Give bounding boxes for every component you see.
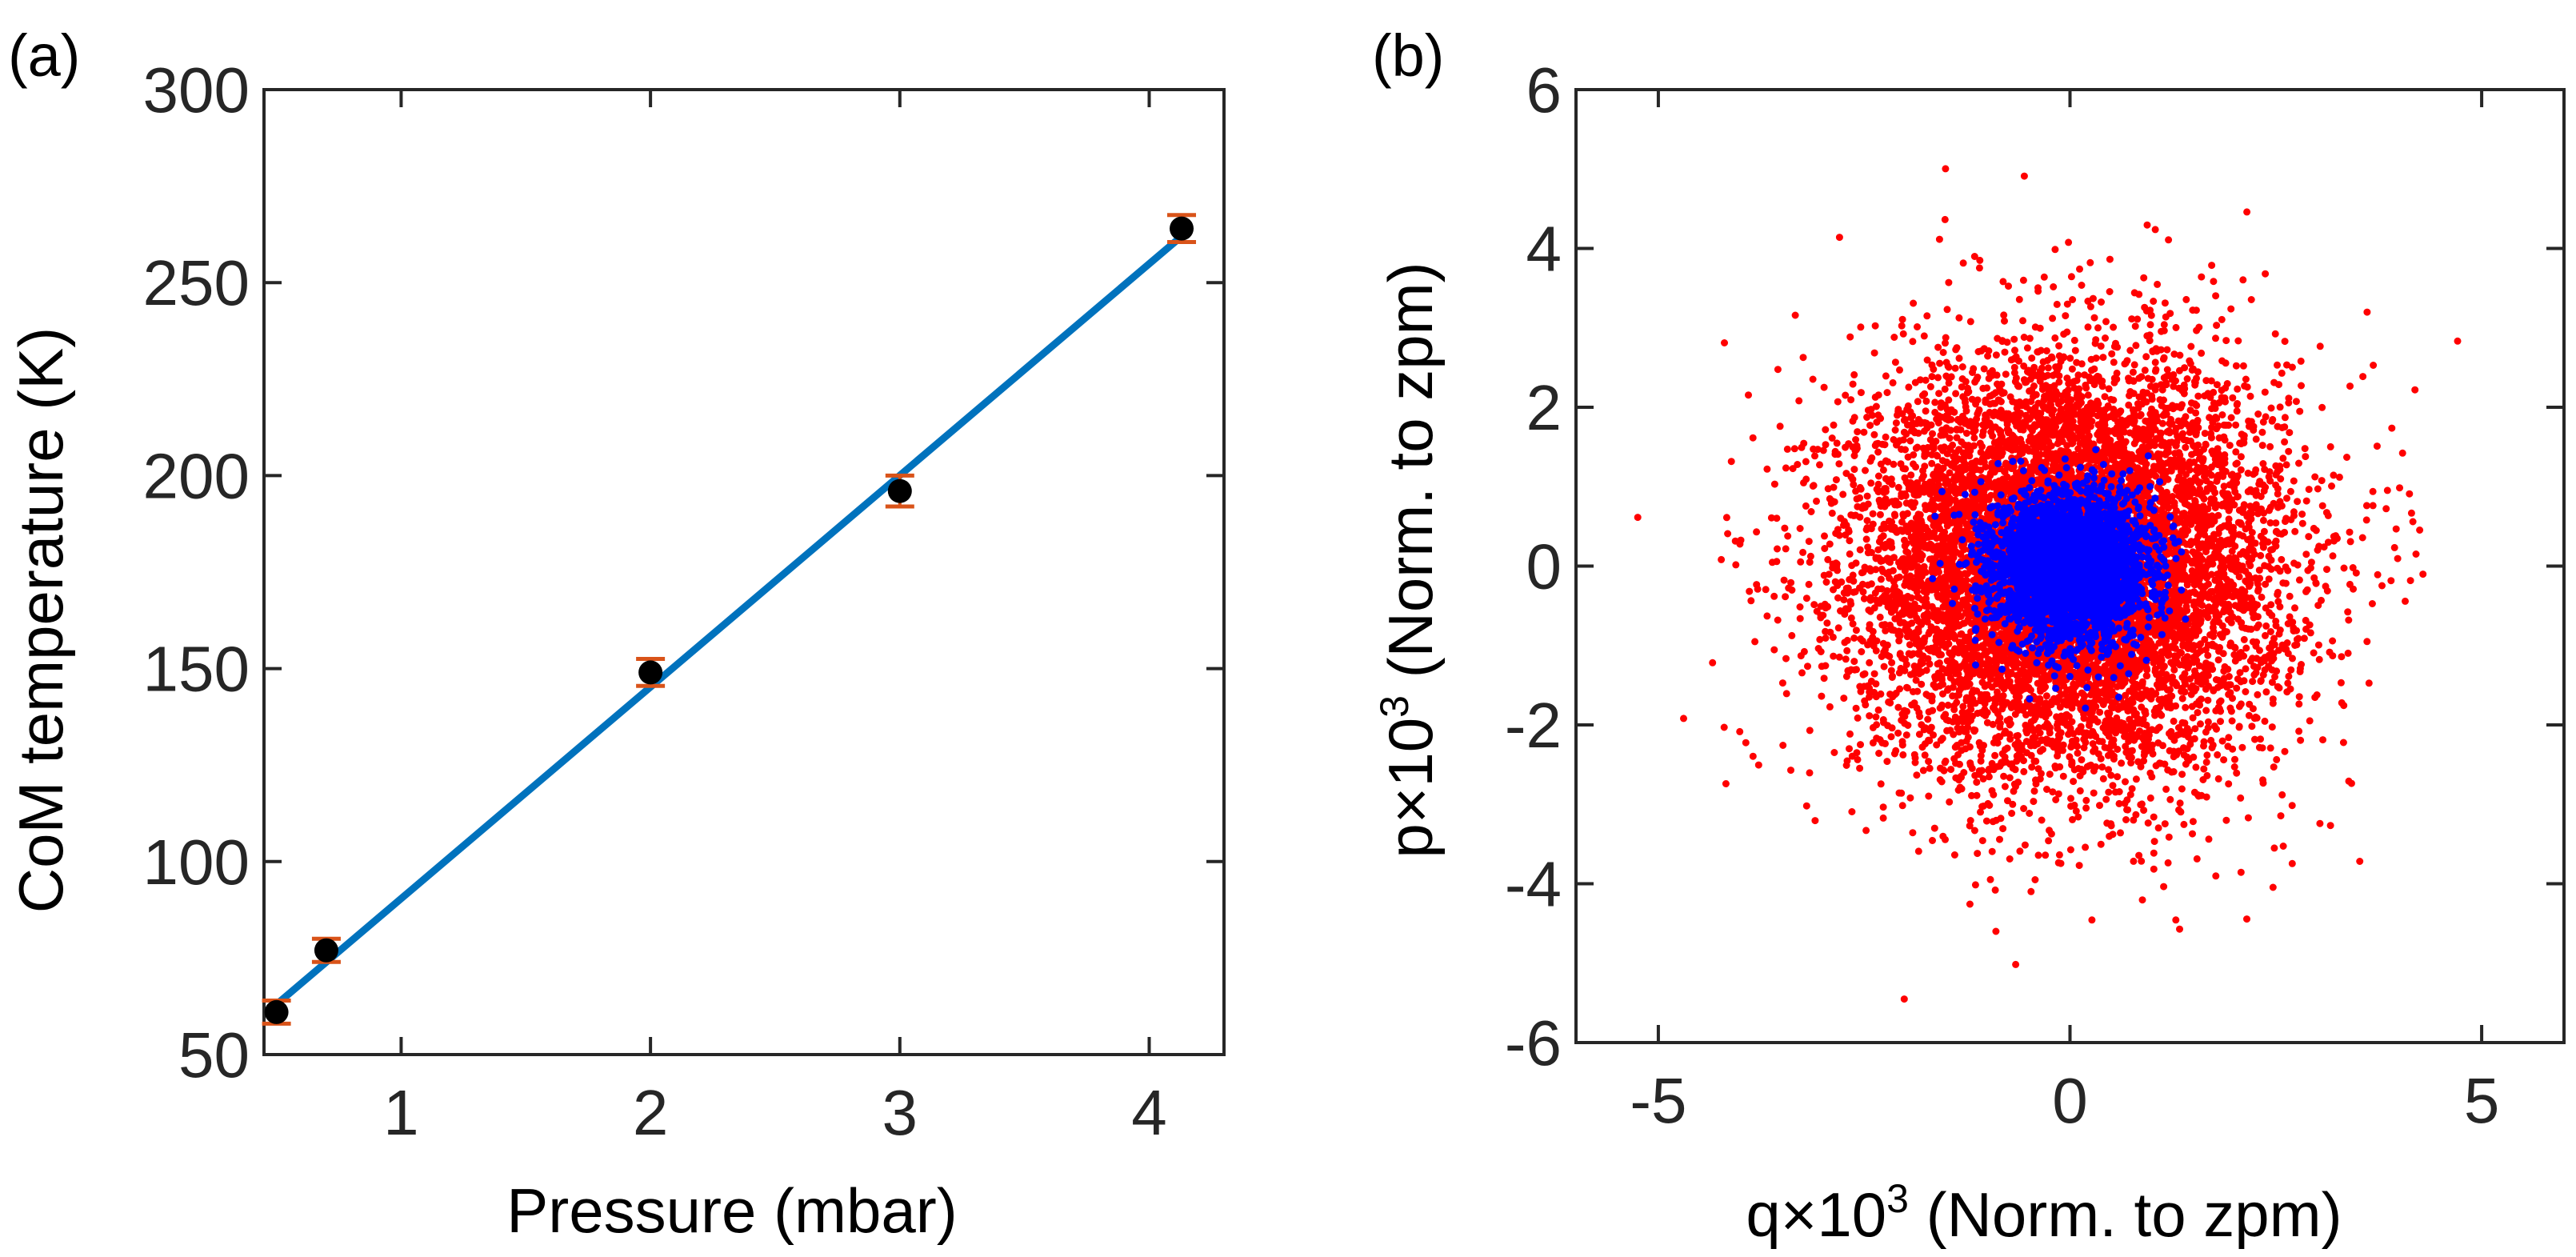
panel-b-blue-points bbox=[1929, 446, 2190, 712]
panel-b-y-tick-label: 0 bbox=[1526, 531, 1562, 602]
panel-b-x-tick-label: 0 bbox=[2052, 1065, 2088, 1136]
panel-b-ticks: -5 0 5 -6 -4 -2 0 2 4 6 bbox=[1505, 54, 2566, 1136]
panel-b-y-tick-label: -6 bbox=[1505, 1007, 1562, 1079]
panel-a-data-point bbox=[887, 478, 912, 503]
panel-b-x-tick-label: 5 bbox=[2464, 1065, 2500, 1136]
panel-a-x-tick-label: 4 bbox=[1131, 1077, 1167, 1148]
panel-a-y-tick-label: 100 bbox=[143, 827, 250, 898]
panel-a-points bbox=[264, 216, 1194, 1024]
panel-b-y-tick-label: 2 bbox=[1526, 372, 1562, 443]
panel-a-plot-area bbox=[262, 88, 1226, 1056]
panel-b-x-axis-label: q×103 (Norm. to zpm) bbox=[1746, 1176, 2342, 1250]
panel-a-x-axis-label: Pressure (mbar) bbox=[506, 1175, 957, 1246]
panel-a-data-point bbox=[314, 938, 338, 963]
panel-b-x-tick-label: -5 bbox=[1630, 1065, 1686, 1136]
panel-a-y-tick-label: 150 bbox=[143, 634, 250, 705]
panel-b-y-tick-label: 6 bbox=[1526, 54, 1562, 126]
panel-a-data-point bbox=[1170, 216, 1194, 241]
panel-a-data-point bbox=[264, 999, 289, 1024]
panel-a-axes-box bbox=[262, 88, 1226, 1056]
panel-a-x-tick-label: 3 bbox=[882, 1077, 918, 1148]
panel-a-y-tick-label: 300 bbox=[143, 54, 250, 126]
panel-b-y-tick-label: -4 bbox=[1505, 849, 1562, 920]
panel-a-fit-line bbox=[273, 232, 1186, 1008]
panel-b-y-axis-label: p×103 (Norm. to zpm) bbox=[1372, 262, 1446, 858]
panel-a: (a) 1 2 3 4 50 100 150 200 250 300 Pressure (mbar… bbox=[6, 22, 1226, 1246]
panel-a-y-tick-label: 200 bbox=[143, 440, 250, 511]
panel-a-data-point bbox=[638, 660, 663, 685]
panel-a-fit-line-path bbox=[273, 232, 1186, 1008]
panel-a-x-tick-label: 1 bbox=[383, 1077, 419, 1148]
panel-a-y-tick-label: 50 bbox=[178, 1019, 250, 1091]
panel-a-label: (a) bbox=[8, 22, 80, 89]
panel-a-y-tick-label: 250 bbox=[143, 247, 250, 318]
panel-b-y-tick-label: -2 bbox=[1505, 690, 1562, 761]
panel-b-y-tick-label: 4 bbox=[1526, 214, 1562, 285]
panel-a-ticks: 1 2 3 4 50 100 150 200 250 300 bbox=[143, 54, 1224, 1148]
panel-b-blue-series bbox=[1929, 446, 2190, 712]
panel-a-y-axis-label: CoM temperature (K) bbox=[6, 327, 76, 914]
panel-a-x-tick-label: 2 bbox=[633, 1077, 669, 1148]
panel-b-label: (b) bbox=[1372, 22, 1444, 89]
